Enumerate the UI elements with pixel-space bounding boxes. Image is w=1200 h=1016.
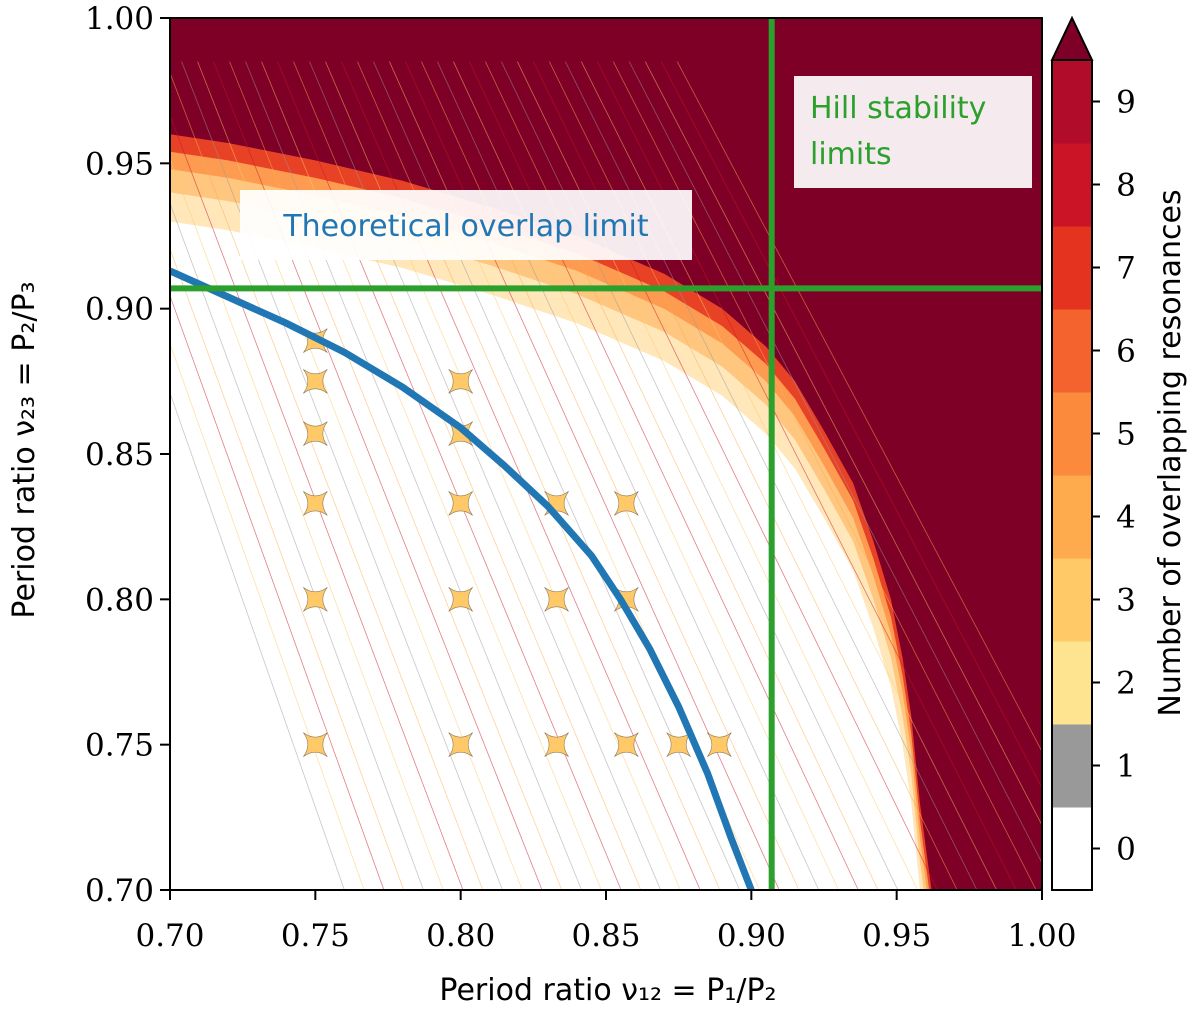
x-tick-label: 0.70 [135,918,204,954]
resonance-streak [170,391,345,890]
y-tick-label: 1.00 [85,1,154,37]
hill-limit-label-line: limits [810,137,892,172]
hill-limit-annotation: Hill stability limits [794,76,1032,188]
colorbar-segment [1052,143,1092,227]
resonance-crossing-star [303,421,328,446]
x-tick-label: 1.00 [1007,918,1076,954]
x-tick-label: 0.75 [281,918,350,954]
x-tick-label: 0.95 [862,918,931,954]
colorbar-segment [1052,392,1092,476]
resonance-streak [170,294,385,890]
overlap-limit-annotation-box [240,190,692,260]
colorbar-tick-label: 5 [1116,417,1136,453]
colorbar-segment [1052,558,1092,642]
hill-limit-annotation-box [794,76,1032,188]
y-axis-label: Period ratio ν₂₃ = P₂/P₃ [7,281,42,618]
resonance-crossing-star [303,491,328,516]
y-axis-ticks: 0.70 0.75 0.80 0.85 0.90 0.95 1.00 [85,1,170,909]
resonance-streak [628,61,1042,864]
hill-limit-label-line: Hill stability [810,91,986,126]
resonance-crossing-star [448,491,473,516]
resonance-crossing-star [448,369,473,394]
x-axis-label: Period ratio ν₁₂ = P₁/P₂ [439,973,776,1008]
colorbar-tick-label: 1 [1116,749,1136,785]
x-tick-label: 0.85 [571,918,640,954]
resonance-streak [170,157,444,890]
y-tick-label: 0.75 [85,728,154,764]
resonance-crossing-star [303,587,328,612]
resonance-crossing-star [544,732,569,757]
resonance-streak [170,114,464,890]
colorbar-tick-label: 7 [1116,251,1136,287]
resonance-crossing-star [666,732,691,757]
resonance-crossing-star [448,587,473,612]
colorbar-tick-label: 8 [1116,168,1136,204]
colorbar-segment [1052,475,1092,559]
colorbar-tick-label: 0 [1116,832,1136,868]
colorbar-segment [1052,807,1092,891]
x-tick-label: 0.90 [717,918,786,954]
resonance-crossing-star [303,732,328,757]
resonance-streak [170,71,484,890]
colorbar-segment [1052,309,1092,393]
limit-curves [170,18,1042,890]
resonance-crossing-star [614,491,639,516]
resonance-streak [170,247,405,890]
y-tick-label: 0.80 [85,582,154,618]
colorbar-tick-label: 9 [1116,85,1136,121]
y-tick-label: 0.90 [85,292,154,328]
resonance-crossing-star [707,732,732,757]
colorbar-tick-label: 2 [1116,666,1136,702]
colorbar-tick-label: 3 [1116,583,1136,619]
chaotic-region-band-4 [170,18,1042,890]
colorbar: 0 1 2 3 4 5 6 7 8 9 [1050,15,1136,891]
x-axis-ticks: 0.70 0.75 0.80 0.85 0.90 0.95 1.00 [135,890,1077,954]
resonance-crossing-star [544,587,569,612]
overlap-limit-label: Theoretical overlap limit [282,209,649,244]
resonance-streak [660,61,1042,789]
colorbar-frame [1051,60,1093,891]
colorbar-segment [1052,724,1092,808]
colorbar-tick-label: 6 [1116,334,1136,370]
x-tick-label: 0.80 [426,918,495,954]
resonance-streak [181,61,503,890]
colorbar-extend-arrow [1050,15,1094,61]
hill-limit-label: Hill stability limits [810,91,986,172]
y-tick-label: 0.85 [85,437,154,473]
resonance-streak [676,61,1042,753]
overlap-limit-curve [170,267,755,890]
colorbar-segment [1052,60,1092,144]
y-tick-label: 0.70 [85,873,154,909]
resonance-streak [644,61,1042,826]
y-tick-label: 0.95 [85,146,154,182]
overlap-limit-annotation: Theoretical overlap limit [240,190,692,260]
colorbar-tick-label: 4 [1116,500,1136,536]
resonance-crossing-star [614,732,639,757]
colorbar-segment [1052,226,1092,310]
colorbar-label: Number of overlapping resonances [1153,189,1188,716]
colorbar-segment [1052,641,1092,725]
resonance-crossing-star [303,369,328,394]
resonance-streak [170,202,424,890]
resonance-crossing-star [448,732,473,757]
